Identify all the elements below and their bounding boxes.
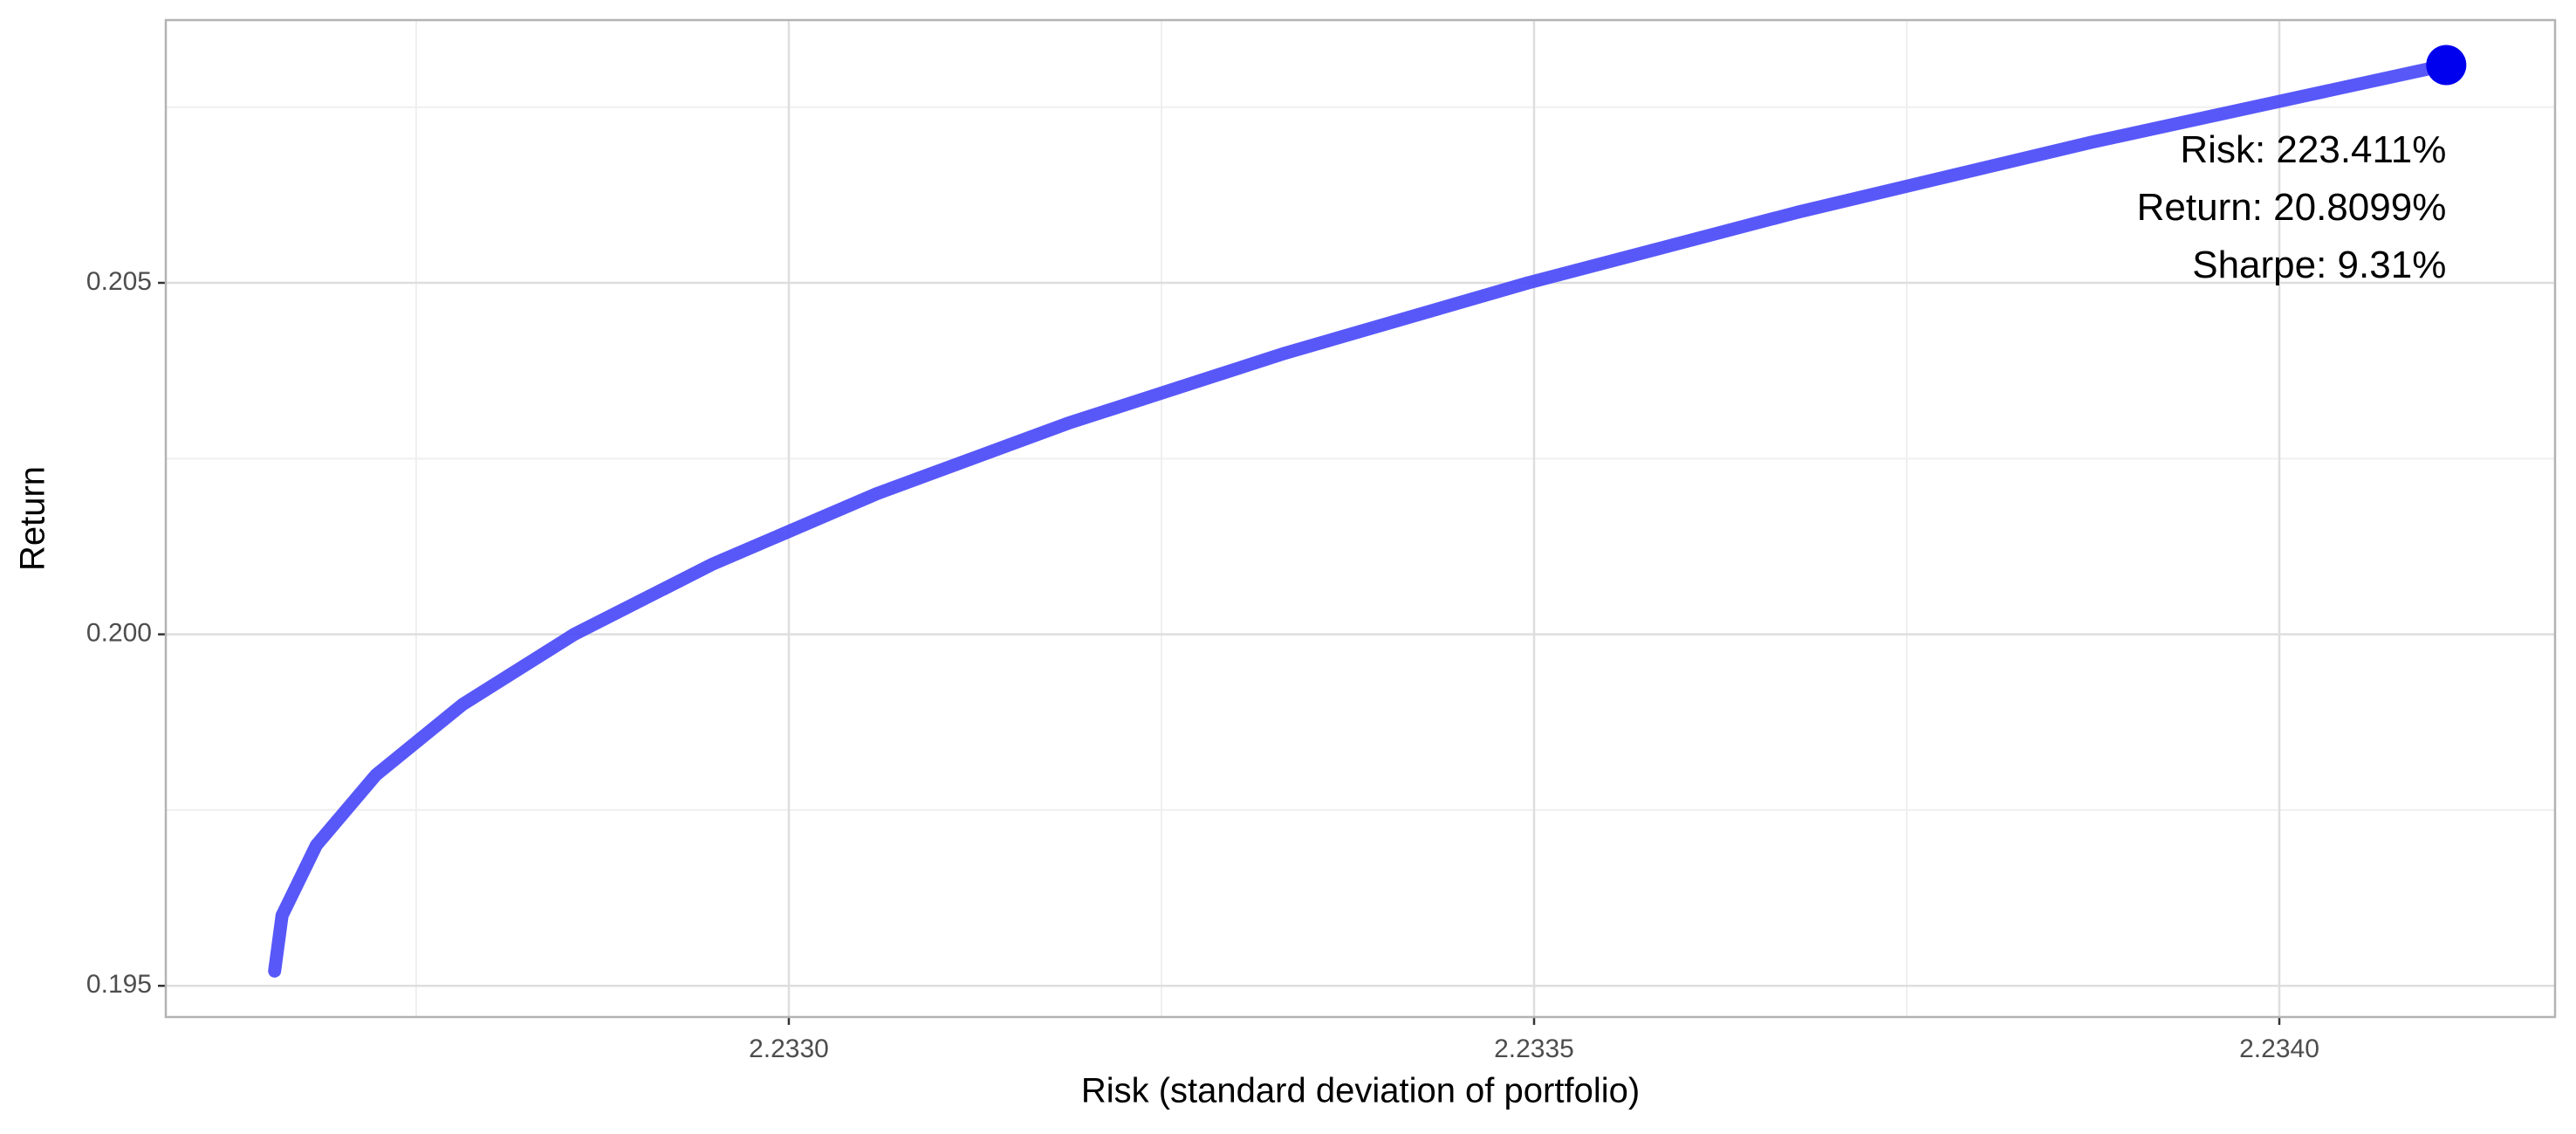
y-axis-title: Return (14, 466, 52, 571)
x-tick-label: 2.2335 (1494, 1034, 1574, 1063)
annotation: Return: 20.8099% (2137, 186, 2447, 229)
x-axis-title: Risk (standard deviation of portfolio) (1081, 1072, 1640, 1110)
annotation: Sharpe: 9.31% (2192, 244, 2446, 286)
annotation: Risk: 223.411% (2180, 128, 2446, 171)
frontier-line (268, 58, 2453, 978)
y-tick-label: 0.205 (86, 267, 152, 296)
x-tick-label: 2.2330 (749, 1034, 829, 1063)
plot-border (164, 18, 2557, 1019)
y-tick-label: 0.200 (86, 619, 152, 648)
max-sharpe-point (2426, 45, 2467, 86)
y-tick-label: 0.195 (86, 970, 152, 999)
x-tick-label: 2.2340 (2239, 1034, 2319, 1063)
